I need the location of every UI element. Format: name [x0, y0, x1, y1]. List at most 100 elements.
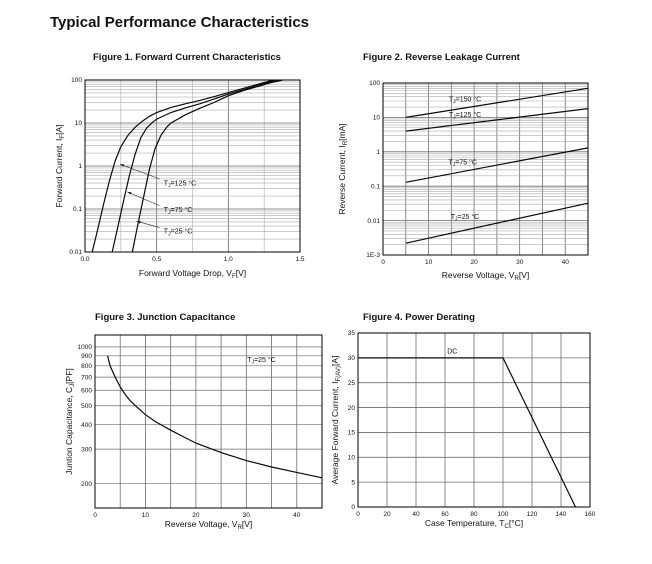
svg-text:140: 140 — [556, 511, 567, 518]
svg-text:10: 10 — [425, 259, 433, 266]
figure-2-reverse-leakage: Figure 2. Reverse Leakage Current 0 10 20 3… — [330, 44, 622, 296]
plot-border — [357, 332, 591, 508]
svg-text:40: 40 — [562, 259, 570, 266]
figure-3-title: Figure 3. Junction Capacitance — [95, 312, 236, 323]
svg-text:20: 20 — [192, 512, 200, 519]
curve-label: TJ=150 °C — [449, 95, 481, 105]
svg-text:30: 30 — [243, 512, 251, 519]
svg-text:300: 300 — [81, 446, 92, 453]
annotation-arrow — [136, 220, 160, 228]
svg-text:800: 800 — [81, 363, 92, 370]
curve-label: TJ=75 °C — [164, 206, 192, 216]
page-title: Typical Performance Characteristics — [50, 14, 310, 31]
figure-3-series-0 — [107, 355, 323, 479]
svg-text:400: 400 — [81, 422, 92, 429]
figure-1-series-0 — [91, 79, 275, 253]
figure-4-x-axis-label: Case Temperature, TC[°C] — [425, 518, 523, 530]
svg-text:0: 0 — [356, 511, 360, 518]
figure-2-x-axis-label: Reverse Voltage, VR[V] — [442, 270, 530, 282]
figure-2-series-0 — [405, 87, 589, 118]
figure-3-chart: 0 10 20 30 40 1000 900 800 700 600 500 400 300 200 Rev… — [64, 334, 323, 531]
svg-text:500: 500 — [81, 403, 92, 410]
curve-label: TJ=25 °C — [247, 356, 275, 366]
svg-text:120: 120 — [527, 511, 538, 518]
svg-text:900: 900 — [81, 353, 92, 360]
annotation-arrow — [127, 191, 160, 206]
svg-text:0.1: 0.1 — [73, 206, 82, 213]
plot-border — [382, 82, 589, 256]
svg-text:0: 0 — [351, 504, 355, 511]
plot-border — [94, 334, 323, 509]
figure-3-y-axis-label: Juntion Capacitance, CJ[PF] — [64, 368, 76, 475]
figure-1-title: Figure 1. Forward Current Characteristic… — [93, 52, 281, 63]
svg-text:10: 10 — [75, 120, 83, 127]
svg-text:0.01: 0.01 — [69, 249, 82, 256]
svg-text:1.0: 1.0 — [224, 256, 233, 263]
figure-2-title: Figure 2. Reverse Leakage Current — [363, 52, 520, 63]
svg-text:80: 80 — [470, 511, 478, 518]
svg-text:0.01: 0.01 — [367, 218, 380, 225]
figure-4-chart: 0 20 40 60 80 100 120 140 160 35 30 25 20 15 10 5 0 Case … — [330, 330, 596, 530]
gridlines — [84, 79, 301, 253]
svg-text:20: 20 — [348, 405, 356, 412]
figure-2-series-3 — [405, 202, 589, 244]
figure-2-chart: 0 10 20 30 40 100 10 1 0.1 0.01 1E-3 Reverse Voltag… — [337, 80, 589, 282]
annotation-arrowhead — [136, 220, 141, 224]
svg-text:1: 1 — [78, 163, 82, 170]
curve-label: TJ=125 °C — [164, 179, 196, 189]
svg-text:10: 10 — [142, 512, 150, 519]
figure-2-series-1 — [405, 108, 589, 132]
svg-text:1E-3: 1E-3 — [366, 252, 380, 259]
gridlines — [382, 82, 589, 256]
svg-text:20: 20 — [470, 259, 478, 266]
tick-labels: 0 10 20 30 40 1000 900 800 700 600 500 400 300 200 — [78, 344, 301, 519]
svg-text:20: 20 — [383, 511, 391, 518]
figure-3-junction-capacitance: Figure 3. Junction Capacitance 0 10 20 30 40… — [40, 308, 340, 556]
svg-text:0: 0 — [381, 259, 385, 266]
plot-border — [84, 79, 301, 253]
svg-text:10: 10 — [373, 115, 381, 122]
svg-text:30: 30 — [516, 259, 524, 266]
figure-3-x-axis-label: Reverse Voltage, VR[V] — [165, 519, 253, 531]
svg-text:700: 700 — [81, 374, 92, 381]
curve-label: TJ=125 °C — [449, 111, 481, 121]
figure-1-y-axis-label: Forward Current, IF[A] — [54, 124, 66, 207]
svg-text:100: 100 — [369, 80, 380, 87]
gridlines — [94, 335, 323, 508]
svg-text:0.5: 0.5 — [152, 256, 161, 263]
figure-1-x-axis-label: Forward Voltage Drop, VF[V] — [139, 268, 246, 280]
svg-text:1: 1 — [376, 149, 380, 156]
svg-text:160: 160 — [585, 511, 596, 518]
figure-1-series-1 — [111, 79, 278, 253]
svg-text:0: 0 — [93, 512, 97, 519]
figure-1-chart: 0.0 0.5 1.0 1.5 100 10 1 0.1 0.01 Forward Voltage… — [54, 77, 305, 280]
curve-label: DC — [447, 349, 457, 356]
svg-text:15: 15 — [348, 430, 356, 437]
annotation-arrow — [119, 163, 160, 180]
tick-labels: 0 20 40 60 80 100 120 140 160 35 30 25 20 15 10 5 0 — [348, 330, 596, 518]
svg-text:30: 30 — [348, 355, 356, 362]
svg-text:40: 40 — [293, 512, 301, 519]
figure-2-series-2 — [405, 147, 589, 183]
curve-label: TJ=75 °C — [448, 158, 476, 168]
svg-text:100: 100 — [498, 511, 509, 518]
svg-text:200: 200 — [81, 481, 92, 488]
figure-1-forward-current: Figure 1. Forward Current Characteristic… — [40, 44, 325, 296]
figure-4-power-derating: Figure 4. Power Derating 0 20 40 60 80 100 120… — [325, 308, 630, 556]
figure-4-series-0 — [358, 357, 577, 508]
svg-text:1000: 1000 — [78, 344, 93, 351]
figure-1-series-2 — [131, 79, 283, 253]
svg-text:25: 25 — [348, 380, 356, 387]
curve-label: TJ=25 °C — [451, 213, 479, 223]
figure-2-y-axis-label: Reverse Current, IR[mA] — [337, 123, 349, 214]
figure-4-y-axis-label: Average Forward Current, IF(AV)[A] — [330, 356, 342, 485]
svg-text:60: 60 — [441, 511, 449, 518]
gridlines — [357, 332, 591, 508]
svg-text:40: 40 — [412, 511, 420, 518]
annotation-arrowhead — [127, 191, 132, 195]
svg-text:5: 5 — [351, 479, 355, 486]
svg-text:0.1: 0.1 — [371, 183, 380, 190]
svg-text:600: 600 — [81, 388, 92, 395]
svg-text:10: 10 — [348, 455, 356, 462]
svg-text:1.5: 1.5 — [295, 256, 304, 263]
